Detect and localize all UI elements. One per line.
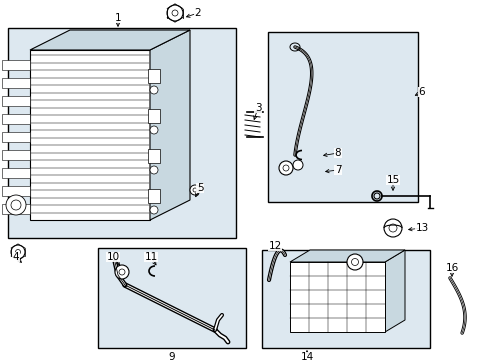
Polygon shape: [384, 250, 404, 332]
Circle shape: [6, 195, 26, 215]
Circle shape: [16, 249, 20, 255]
Circle shape: [279, 161, 292, 175]
Text: 15: 15: [386, 175, 399, 185]
Circle shape: [346, 254, 362, 270]
Text: 2: 2: [194, 8, 201, 18]
Text: 7: 7: [334, 165, 341, 175]
Bar: [148, 149, 160, 163]
Text: 11: 11: [144, 252, 157, 262]
Circle shape: [351, 258, 358, 265]
Text: 8: 8: [334, 148, 341, 158]
Circle shape: [119, 269, 125, 275]
Circle shape: [150, 206, 158, 214]
Bar: [98, 248, 245, 348]
Circle shape: [150, 126, 158, 134]
Circle shape: [383, 219, 401, 237]
Bar: [2, 96, 30, 106]
Bar: [2, 168, 30, 178]
Circle shape: [388, 224, 396, 232]
Circle shape: [150, 166, 158, 174]
Bar: [2, 204, 30, 214]
Circle shape: [11, 200, 21, 210]
Circle shape: [167, 5, 183, 21]
Bar: [2, 150, 30, 160]
Bar: [30, 50, 150, 220]
Bar: [2, 132, 30, 142]
Text: 3: 3: [254, 103, 261, 113]
Text: 14: 14: [300, 352, 313, 360]
Circle shape: [11, 245, 25, 259]
Circle shape: [115, 265, 129, 279]
Text: 5: 5: [196, 183, 203, 193]
Bar: [262, 250, 429, 348]
Bar: [8, 28, 236, 238]
Bar: [267, 32, 417, 202]
Text: 1: 1: [115, 13, 121, 23]
Polygon shape: [150, 30, 190, 220]
Bar: [2, 186, 30, 196]
Bar: [148, 69, 160, 83]
Text: 4: 4: [13, 252, 19, 262]
Text: 12: 12: [268, 241, 281, 251]
Text: 16: 16: [445, 263, 458, 273]
Circle shape: [150, 86, 158, 94]
Polygon shape: [30, 30, 190, 50]
Circle shape: [292, 160, 303, 170]
Bar: [289, 262, 384, 332]
Circle shape: [172, 10, 178, 16]
Text: 13: 13: [414, 223, 428, 233]
Bar: [2, 78, 30, 88]
Text: 10: 10: [106, 252, 120, 262]
Circle shape: [190, 185, 200, 195]
Bar: [148, 109, 160, 123]
Polygon shape: [289, 250, 404, 262]
Text: 9: 9: [168, 352, 175, 360]
Bar: [2, 114, 30, 124]
Bar: [148, 189, 160, 203]
Circle shape: [193, 188, 197, 192]
Circle shape: [283, 165, 288, 171]
Text: 6: 6: [418, 87, 425, 97]
Bar: [2, 60, 30, 70]
